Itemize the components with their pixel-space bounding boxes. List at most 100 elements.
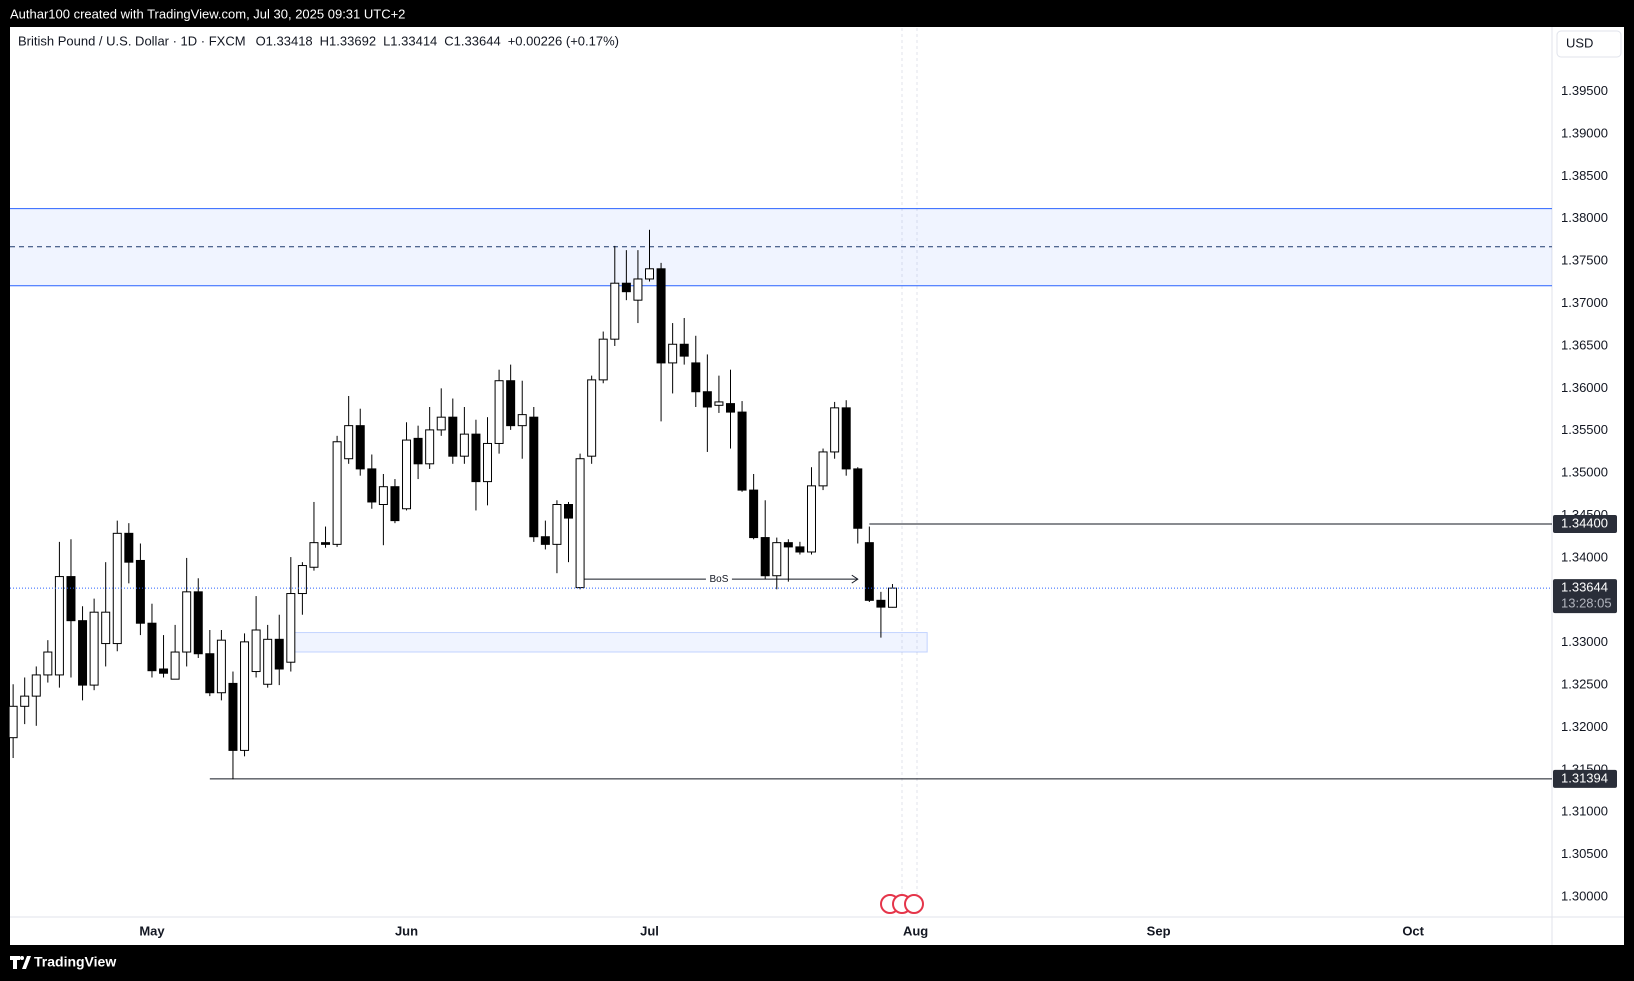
candle-body xyxy=(170,651,180,680)
flag[interactable] xyxy=(904,894,924,914)
candle-body xyxy=(54,576,64,676)
ohlc-value: O1.33418 xyxy=(256,33,313,48)
y-tick-label: 1.36500 xyxy=(1561,337,1608,352)
y-tick-label: 1.32000 xyxy=(1561,719,1608,734)
candle-body xyxy=(251,629,261,673)
y-tick-label: 1.35000 xyxy=(1561,465,1608,480)
candle-body xyxy=(506,380,516,427)
candle-body xyxy=(286,593,296,663)
x-tick-label: Oct xyxy=(1402,923,1424,938)
candle-body xyxy=(240,641,250,751)
candle-body xyxy=(20,695,30,707)
y-tick-label: 1.39500 xyxy=(1561,83,1608,98)
ohlc-value: +0.00226 (+0.17%) xyxy=(508,33,619,48)
currency: USD xyxy=(1566,35,1593,50)
tv-logo xyxy=(10,956,31,969)
x-tick-label: May xyxy=(139,923,165,938)
y-tick-label: 1.36000 xyxy=(1561,380,1608,395)
x-tick-label: Jul xyxy=(640,923,659,938)
candle-body xyxy=(390,486,400,522)
candle-body xyxy=(8,705,18,739)
candle-body xyxy=(425,429,435,465)
candle-body xyxy=(494,380,504,444)
currency-box[interactable] xyxy=(1556,30,1622,58)
candle-body xyxy=(887,587,897,608)
candle-body xyxy=(691,362,701,393)
candle-body xyxy=(66,576,76,622)
candle-body xyxy=(725,403,735,413)
candle-body xyxy=(448,416,458,457)
logo-dot xyxy=(20,956,24,960)
bos-label: BoS xyxy=(709,574,728,585)
y-tick-label: 1.39000 xyxy=(1561,125,1608,140)
candle-body xyxy=(864,542,874,601)
credit: Authar100 created with TradingView.com, … xyxy=(10,6,405,21)
candle-body xyxy=(344,425,354,460)
candle-body xyxy=(402,439,412,510)
candle-body xyxy=(783,542,793,548)
candle-body xyxy=(101,611,111,645)
candle-body xyxy=(564,504,574,519)
x-tick-label: Jun xyxy=(395,923,418,938)
bos-arrow xyxy=(851,574,859,584)
candle-body xyxy=(43,651,53,676)
candle-body xyxy=(31,674,41,697)
candle-body xyxy=(818,451,828,487)
candle-body xyxy=(436,416,446,431)
candle-body xyxy=(193,591,203,655)
candle-body xyxy=(216,639,226,694)
candle-body xyxy=(668,343,678,364)
candle-body xyxy=(679,343,689,357)
x-tick-label: Sep xyxy=(1147,923,1171,938)
x-tick-label: Aug xyxy=(903,923,928,938)
candle-body xyxy=(78,620,88,686)
y-tick-label: 1.33000 xyxy=(1561,634,1608,649)
y-tick-label: 1.32500 xyxy=(1561,677,1608,692)
candle-body xyxy=(205,653,215,694)
candle-body xyxy=(89,611,99,686)
candle-body xyxy=(621,282,631,293)
candle-body xyxy=(367,468,377,503)
candle-body xyxy=(124,532,134,563)
candle-body xyxy=(159,668,169,674)
candle-body xyxy=(321,542,331,545)
candle-body xyxy=(355,425,365,470)
y-tick-label: 1.37500 xyxy=(1561,253,1608,268)
candle-body xyxy=(471,433,481,483)
candle-body xyxy=(552,504,562,545)
last-price-tag xyxy=(1553,579,1617,614)
ohlc-value: L1.33414 xyxy=(383,33,437,48)
candle-body xyxy=(806,485,816,553)
y-tick-label: 1.37000 xyxy=(1561,295,1608,310)
event-flags xyxy=(880,894,924,914)
last-price-label: 1.33644 xyxy=(1561,580,1608,595)
candle-body xyxy=(274,638,284,670)
candle-body xyxy=(309,542,319,568)
y-tick-label: 1.38000 xyxy=(1561,210,1608,225)
candle-body xyxy=(112,532,122,645)
countdown: 13:28:05 xyxy=(1561,596,1612,611)
price-tag-label: 1.31394 xyxy=(1561,770,1608,785)
candle-body xyxy=(459,433,469,457)
candle-body xyxy=(841,407,851,470)
y-tick-label: 1.30000 xyxy=(1561,889,1608,904)
y-tick-label: 1.35500 xyxy=(1561,422,1608,437)
candle-body xyxy=(795,546,805,553)
candle-body xyxy=(760,537,770,577)
candle-body xyxy=(610,282,620,340)
candle-body xyxy=(297,565,307,595)
candle-body xyxy=(772,542,782,577)
candle-body xyxy=(876,599,886,608)
candle-body xyxy=(413,437,423,465)
price-tag xyxy=(1553,515,1617,534)
chart-pane xyxy=(10,27,1624,945)
candle-body xyxy=(633,278,643,301)
candle-body xyxy=(228,682,238,751)
candle-body xyxy=(135,559,145,624)
candle-body xyxy=(378,486,388,506)
candle-body xyxy=(702,391,712,408)
candle-body xyxy=(645,268,655,280)
candle-body xyxy=(853,468,863,529)
